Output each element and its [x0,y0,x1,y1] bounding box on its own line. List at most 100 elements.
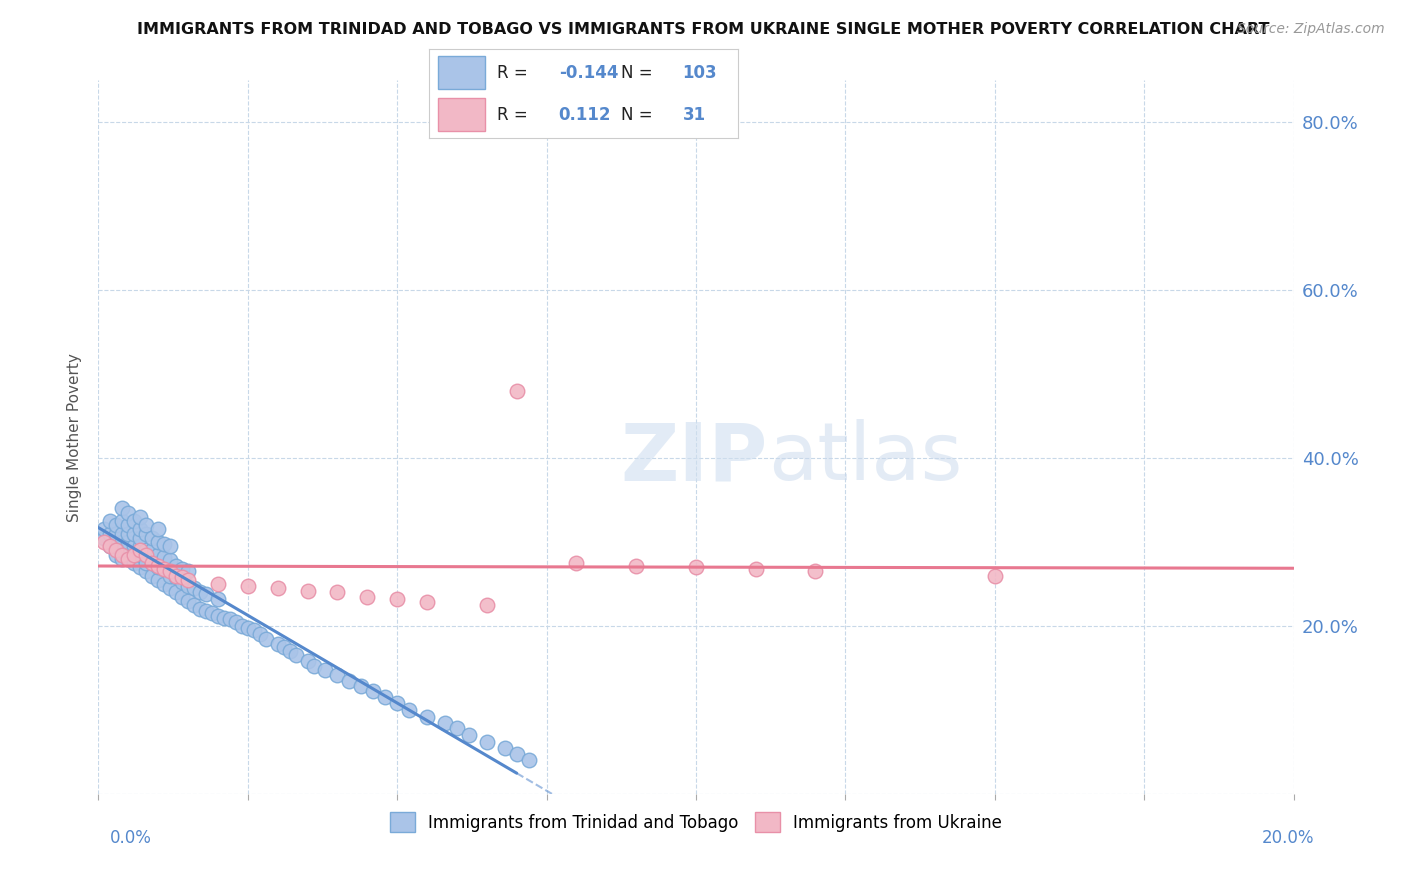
Point [243,623,266,637]
Point [148,560,170,574]
Point [302,659,325,673]
Point [124,526,146,541]
Point [124,548,146,562]
Point [458,728,481,742]
Point [219,612,242,626]
Point [159,539,181,553]
Point [207,577,229,591]
Point [363,684,385,698]
Point [398,703,420,717]
Point [111,551,134,566]
Point [135,526,157,541]
Point [225,615,247,629]
Point [153,550,176,565]
Point [475,735,498,749]
Point [129,543,152,558]
Text: atlas: atlas [768,419,962,498]
Point [117,526,139,541]
Point [105,539,128,553]
Point [153,562,176,576]
Point [105,531,128,545]
Point [195,587,218,601]
Point [165,568,187,582]
Y-axis label: Single Mother Poverty: Single Mother Poverty [67,352,83,522]
Point [117,518,139,533]
Point [326,585,349,599]
Text: 0.112: 0.112 [558,105,612,124]
Point [105,548,128,562]
Point [201,607,224,621]
Point [129,531,152,545]
Point [565,556,588,570]
Point [195,604,218,618]
Point [93,523,115,537]
Point [177,565,200,579]
Text: R =: R = [496,63,533,82]
Point [297,583,319,598]
Point [172,575,194,590]
Point [111,535,134,549]
Point [236,579,259,593]
Point [267,637,290,651]
Point [148,558,170,573]
Text: -0.144: -0.144 [558,63,619,82]
Point [153,537,176,551]
Point [188,602,211,616]
Point [105,526,128,541]
Point [148,523,170,537]
Point [117,551,139,566]
Point [148,535,170,549]
Point [494,740,516,755]
Point [984,568,1007,582]
Point [434,715,457,730]
Point [141,543,163,558]
Point [98,514,122,528]
Point [135,518,157,533]
Point [117,551,139,566]
Point [207,608,229,623]
Point [416,595,439,609]
Text: ZIP: ZIP [620,419,768,498]
Point [177,594,200,608]
Point [124,514,146,528]
Point [446,722,468,736]
Point [172,570,194,584]
Point [153,562,176,576]
Point [135,556,157,570]
Point [356,590,378,604]
Text: 0.0%: 0.0% [110,829,152,847]
Point [129,548,152,562]
Point [105,543,128,558]
Text: 31: 31 [682,105,706,124]
Point [141,556,163,570]
Point [374,690,396,705]
Point [339,673,361,688]
Point [129,560,152,574]
Point [183,598,205,612]
Point [236,621,259,635]
Point [135,548,157,562]
Text: R =: R = [496,105,533,124]
Point [188,585,211,599]
Point [98,539,122,553]
Point [111,548,134,562]
Point [231,619,253,633]
Point [506,384,529,398]
Point [141,568,163,582]
Point [278,644,301,658]
Point [153,577,176,591]
Point [315,663,337,677]
Point [172,562,194,576]
Point [745,562,768,576]
Point [249,627,271,641]
Text: N =: N = [620,105,658,124]
Point [626,558,648,573]
Point [129,509,152,524]
Point [159,553,181,567]
Point [350,680,373,694]
Point [148,548,170,562]
Point [141,556,163,570]
Point [506,747,529,761]
Point [124,539,146,553]
Point [212,610,235,624]
